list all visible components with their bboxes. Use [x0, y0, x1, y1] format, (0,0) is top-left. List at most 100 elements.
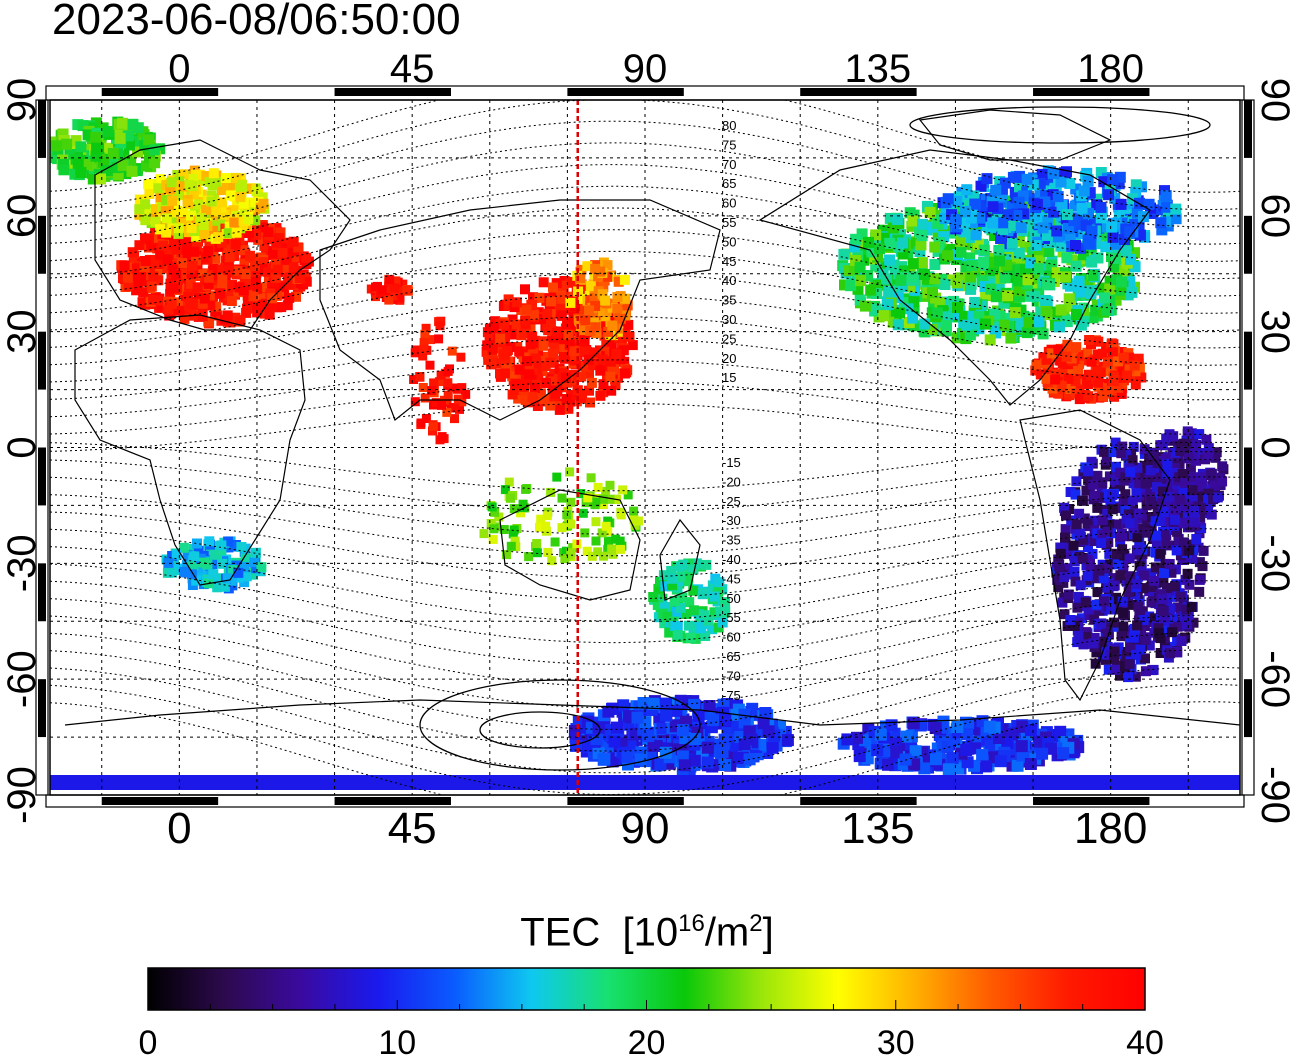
tec-cell [1082, 554, 1093, 565]
tec-cell [491, 358, 502, 369]
tec-cell [1165, 603, 1176, 614]
tec-cell [1168, 613, 1179, 624]
tec-cell [1063, 589, 1074, 600]
tec-cell [1155, 548, 1166, 559]
tec-cell [1118, 608, 1129, 619]
tec-cell [853, 750, 866, 763]
tec-cell [68, 140, 80, 152]
tec-cell [629, 515, 639, 525]
tec-cell [528, 346, 539, 357]
tec-cell [547, 556, 557, 566]
tec-cell [615, 354, 625, 365]
tec-cell [951, 195, 963, 207]
tec-cell [1155, 217, 1167, 229]
tec-cell [1175, 445, 1186, 456]
tec-cell [872, 251, 883, 263]
tec-cell [1053, 561, 1064, 572]
tec-cell [1110, 664, 1121, 675]
tec-cell [688, 585, 699, 596]
tec-cell [1096, 529, 1107, 540]
contour-line [50, 100, 1240, 193]
tec-cell [521, 304, 532, 315]
tec-cell [611, 721, 623, 734]
tec-cell [684, 597, 695, 608]
tec-cell [707, 580, 718, 591]
tec-cell [981, 173, 993, 185]
tec-cell [1082, 175, 1094, 187]
tec-cell [951, 277, 963, 289]
tec-cell [165, 183, 176, 194]
tec-cell [479, 529, 489, 539]
tec-cell [1150, 562, 1161, 573]
tec-cell [548, 376, 559, 387]
tec-cell [1090, 658, 1101, 669]
tec-cell [1065, 300, 1077, 312]
tec-cell [582, 261, 593, 272]
tec-cell [214, 573, 225, 584]
tec-cell [1033, 252, 1045, 264]
tec-cell [652, 600, 663, 610]
tec-cell [511, 297, 522, 308]
tec-cell [271, 237, 282, 248]
lat-tick-label-right: 0 [1253, 436, 1294, 458]
tec-cell [1188, 432, 1199, 442]
tec-cell [210, 280, 221, 291]
tec-cell [219, 581, 230, 592]
tec-cell [216, 237, 227, 248]
tec-cell [222, 573, 233, 584]
tec-cell [1046, 236, 1058, 248]
tec-cell [1203, 443, 1214, 454]
tec-cell [139, 261, 150, 272]
tec-cell [595, 365, 606, 376]
tec-cell [183, 198, 193, 209]
colorbar-tick-label: 0 [139, 1024, 158, 1057]
tec-cell [1161, 201, 1173, 213]
tec-cell [126, 165, 138, 177]
tec-cell [964, 252, 976, 264]
tec-cell [1181, 604, 1192, 615]
tec-cell [1128, 478, 1139, 489]
tec-cell [555, 301, 566, 312]
tec-cell [1112, 604, 1123, 615]
tec-cell [1194, 574, 1205, 585]
tec-cell [889, 268, 901, 280]
tec-cell [197, 306, 208, 317]
tec-cell [514, 364, 525, 375]
tec-cell [1191, 534, 1202, 544]
tec-cell [161, 195, 172, 206]
tec-cell [75, 167, 87, 178]
contour-label-north: 50 [722, 234, 736, 249]
tec-cell [201, 204, 212, 215]
tec-cell [161, 227, 172, 238]
tec-cell [1061, 510, 1071, 521]
tec-cell [265, 300, 276, 311]
tec-cell [215, 288, 226, 299]
frame-tick-bar [101, 797, 219, 805]
tec-cell [1014, 170, 1025, 182]
tec-cell [1159, 568, 1169, 579]
tec-cell [1059, 572, 1070, 582]
tec-cell [1201, 434, 1212, 445]
tec-cell [1009, 220, 1020, 232]
tec-cell [212, 582, 223, 593]
tec-cell [660, 581, 671, 592]
tec-cell [655, 576, 665, 587]
tec-cell [1128, 441, 1139, 452]
tec-cell [1050, 218, 1062, 229]
tec-cell [1187, 477, 1198, 488]
tec-cell [656, 722, 669, 735]
tec-cell [576, 303, 587, 313]
tec-cell [1112, 247, 1124, 259]
tec-cell [209, 549, 220, 560]
tec-cell [1108, 261, 1120, 273]
tec-cell [549, 368, 560, 379]
tec-cell [1121, 245, 1132, 257]
contour-pole-north [909, 106, 1211, 144]
tec-cell [1130, 179, 1142, 191]
colorbar-title-tec: TEC [520, 910, 601, 955]
tec-cell [58, 164, 70, 176]
tec-cell [1158, 486, 1168, 497]
tec-cell [870, 229, 882, 241]
tec-cell [1001, 259, 1013, 271]
tec-cell [149, 150, 161, 162]
